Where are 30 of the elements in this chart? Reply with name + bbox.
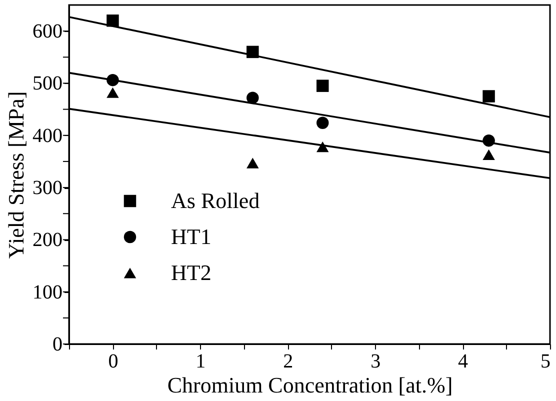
point xyxy=(316,116,329,129)
point xyxy=(246,158,259,168)
y-tick-label: 200 xyxy=(32,229,62,252)
point xyxy=(246,46,259,58)
point xyxy=(316,142,329,152)
y-tick-label: 300 xyxy=(32,177,62,200)
point xyxy=(106,87,119,98)
x-tick-label: 3 xyxy=(370,350,381,372)
point xyxy=(482,149,495,160)
legend-label: HT1 xyxy=(171,224,212,249)
x-tick-label: 0 xyxy=(108,350,118,372)
point xyxy=(482,134,495,147)
point xyxy=(106,14,119,27)
x-tick-label: 2 xyxy=(283,350,294,372)
point xyxy=(106,74,119,86)
y-tick-label: 0 xyxy=(52,334,62,356)
y-tick-label: 400 xyxy=(32,124,62,147)
x-tick-label: 1 xyxy=(196,350,206,372)
x-tick-label: 5 xyxy=(540,350,550,372)
legend-label: HT2 xyxy=(171,260,212,285)
y-tick-label: 500 xyxy=(32,72,62,95)
legend-label: As Rolled xyxy=(171,188,260,213)
y-axis-title: Yield Stress [MPa] xyxy=(4,91,28,259)
point xyxy=(482,90,495,102)
point xyxy=(316,80,329,92)
y-tick-label: 100 xyxy=(32,281,62,304)
x-tick-label: 4 xyxy=(458,350,468,372)
x-axis-title: Chromium Concentration [at.%] xyxy=(167,372,453,398)
point xyxy=(246,92,259,104)
y-tick-label: 600 xyxy=(32,20,62,43)
